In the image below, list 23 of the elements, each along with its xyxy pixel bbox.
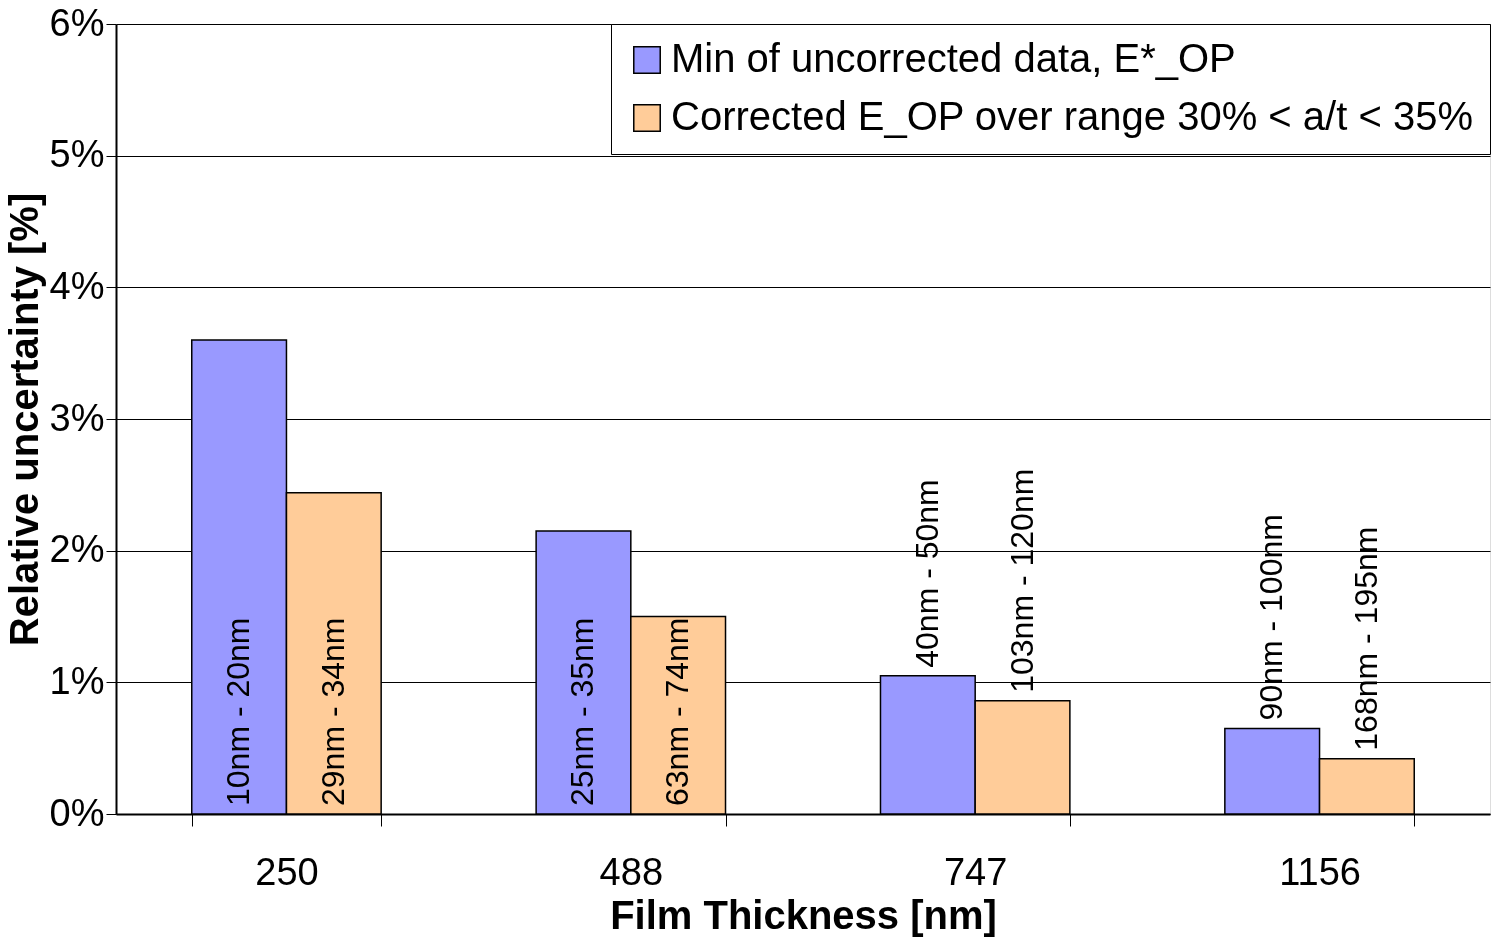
- annotation: 90nm - 100nm: [1253, 514, 1290, 721]
- y-tick-label: 3%: [49, 396, 105, 439]
- y-tick-label: 6%: [49, 1, 105, 44]
- x-tick-label: 250: [255, 850, 319, 893]
- y-tick-label: 1%: [49, 659, 105, 702]
- legend-label: Min of uncorrected data, E*_OP: [671, 36, 1236, 80]
- x-tick-label: 488: [599, 850, 664, 893]
- y-tick-label: 2%: [49, 528, 105, 571]
- x-tick-label: 1156: [1279, 850, 1361, 893]
- y-tick-label: 4%: [49, 264, 105, 307]
- y-tick-label: 0%: [49, 791, 105, 834]
- annotation: 103nm - 120nm: [1003, 468, 1040, 693]
- annotation: 10nm - 20nm: [220, 617, 257, 806]
- annotation: 25nm - 35nm: [564, 617, 601, 806]
- x-tick-label: 747: [943, 850, 1008, 893]
- legend-label: Corrected E_OP over range 30% < a/t < 35%: [671, 94, 1473, 138]
- annotation: 29nm - 34nm: [314, 617, 351, 806]
- y-tick-label: 5%: [49, 133, 105, 176]
- y-axis-title: Relative uncertainty [%]: [1, 192, 46, 647]
- annotation: 40nm - 50nm: [908, 479, 945, 668]
- annotation: 168nm - 195nm: [1347, 526, 1384, 751]
- x-axis-title: Film Thickness [nm]: [610, 892, 997, 937]
- annotation: 63nm - 74nm: [659, 617, 696, 806]
